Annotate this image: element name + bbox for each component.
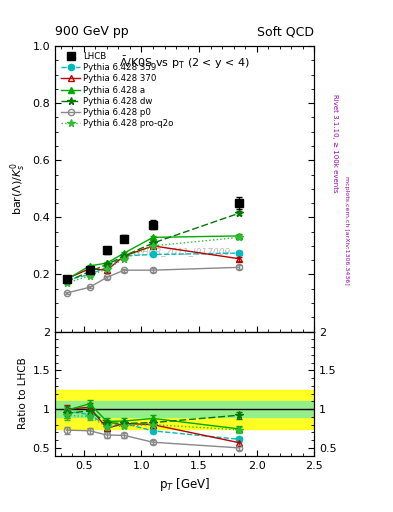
Text: Rivet 3.1.10, ≥ 100k events: Rivet 3.1.10, ≥ 100k events: [332, 94, 338, 193]
Y-axis label: bar($\Lambda$)/$K^0_s$: bar($\Lambda$)/$K^0_s$: [9, 162, 28, 215]
Text: mcplots.cern.ch [arXiv:1306.3436]: mcplots.cern.ch [arXiv:1306.3436]: [344, 176, 349, 285]
Text: $\bar{\Lambda}$/K0S vs p$_\mathregular{T}$ (2 < y < 4): $\bar{\Lambda}$/K0S vs p$_\mathregular{T…: [119, 55, 250, 71]
Legend: LHCB, Pythia 6.428 359, Pythia 6.428 370, Pythia 6.428 a, Pythia 6.428 dw, Pythi: LHCB, Pythia 6.428 359, Pythia 6.428 370…: [58, 49, 177, 132]
Bar: [55, 390, 314, 429]
Text: Soft QCD: Soft QCD: [257, 26, 314, 38]
Bar: [55, 401, 314, 417]
Text: LHCB_2011_I917009: LHCB_2011_I917009: [138, 247, 231, 256]
X-axis label: p$_{T}$ [GeV]: p$_{T}$ [GeV]: [159, 476, 210, 493]
Text: 900 GeV pp: 900 GeV pp: [55, 26, 129, 38]
Y-axis label: Ratio to LHCB: Ratio to LHCB: [18, 358, 28, 430]
